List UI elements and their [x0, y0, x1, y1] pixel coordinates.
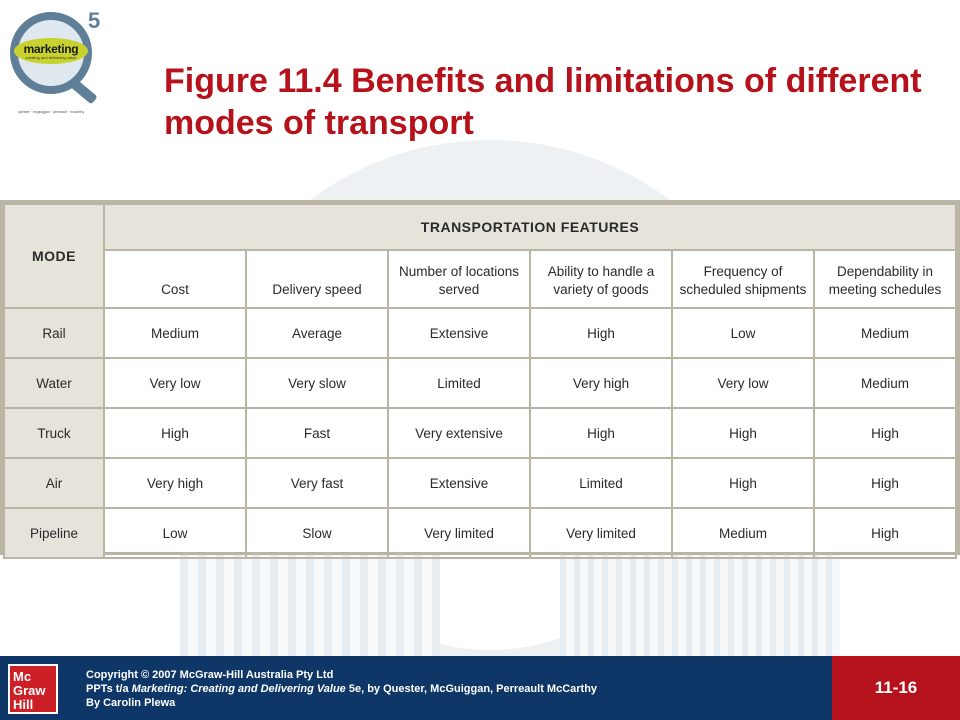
table-cell: Very slow: [245, 357, 389, 409]
table-cell: Extensive: [387, 307, 531, 359]
table-cell: Very fast: [245, 457, 389, 509]
ppt-credit-prefix: PPTs t/a: [86, 683, 132, 695]
row-header: Pipeline: [3, 507, 105, 559]
table-cell: High: [529, 407, 673, 459]
table-row: Water Very low Very slow Limited Very hi…: [3, 357, 957, 409]
book-logo: marketing creating and delivering value …: [6, 6, 110, 118]
table-cell: Very high: [103, 457, 247, 509]
table-cell: Very extensive: [387, 407, 531, 459]
logo-edition: 5: [88, 8, 101, 33]
table-cell: Very low: [671, 357, 815, 409]
page-number: 11-16: [832, 656, 960, 720]
column-header: Number of locations served: [387, 249, 531, 309]
mcgraw-hill-logo: Mc Graw Hill: [8, 664, 58, 714]
table-cell: Very limited: [529, 507, 673, 559]
row-header: Air: [3, 457, 105, 509]
transport-table-container: MODE TRANSPORTATION FEATURES Cost Delive…: [0, 200, 960, 559]
table-cell: Medium: [103, 307, 247, 359]
table-cell: High: [529, 307, 673, 359]
table-cell: Fast: [245, 407, 389, 459]
table-cell: Medium: [813, 307, 957, 359]
table-cell: Very limited: [387, 507, 531, 559]
table-cell: High: [671, 407, 815, 459]
table-cell: Slow: [245, 507, 389, 559]
table-cell: Medium: [671, 507, 815, 559]
copyright-notice: Copyright © 2007 McGraw-Hill Australia P…: [86, 668, 597, 710]
column-header: Cost: [103, 249, 247, 309]
ppt-credit-line: PPTs t/a Marketing: Creating and Deliver…: [86, 682, 597, 696]
column-header: Delivery speed: [245, 249, 389, 309]
table-row: Air Very high Very fast Extensive Limite…: [3, 457, 957, 509]
table-cell: Low: [103, 507, 247, 559]
slide-footer: Mc Graw Hill Copyright © 2007 McGraw-Hil…: [0, 656, 960, 720]
table-cell: Medium: [813, 357, 957, 409]
table-row: Truck High Fast Very extensive High High…: [3, 407, 957, 459]
logo-tagline: quester · mcguiggan · perreault · mccart…: [18, 110, 85, 114]
column-header: Ability to handle a variety of goods: [529, 249, 673, 309]
table-cell: Extensive: [387, 457, 531, 509]
table-cell: Low: [671, 307, 815, 359]
table-cell: Very high: [529, 357, 673, 409]
book-title: Marketing: Creating and Delivering Value: [131, 683, 346, 695]
table-cell: Limited: [529, 457, 673, 509]
table-cell: Very low: [103, 357, 247, 409]
ppt-credit-suffix: 5e, by Quester, McGuiggan, Perreault McC…: [345, 683, 598, 695]
features-header: TRANSPORTATION FEATURES: [103, 203, 957, 251]
table-cell: High: [671, 457, 815, 509]
table-cell: High: [813, 507, 957, 559]
row-header: Water: [3, 357, 105, 409]
logo-subtitle: creating and delivering value: [25, 54, 77, 60]
mode-header: MODE: [3, 203, 105, 309]
column-header: Frequency of scheduled shipments: [671, 249, 815, 309]
table-cell: High: [813, 457, 957, 509]
transport-modes-table: MODE TRANSPORTATION FEATURES Cost Delive…: [3, 203, 957, 559]
table-cell: Limited: [387, 357, 531, 409]
table-row: Rail Medium Average Extensive High Low M…: [3, 307, 957, 359]
logo-badge: marketing creating and delivering value: [14, 38, 88, 64]
copyright-line: Copyright © 2007 McGraw-Hill Australia P…: [86, 669, 334, 681]
table-cell: High: [103, 407, 247, 459]
table-cell: High: [813, 407, 957, 459]
column-header-row: Cost Delivery speed Number of locations …: [4, 249, 957, 309]
table-cell: Average: [245, 307, 389, 359]
table-row: Pipeline Low Slow Very limited Very limi…: [3, 507, 957, 559]
column-header: Dependability in meeting schedules: [813, 249, 957, 309]
slide-title: Figure 11.4 Benefits and limitations of …: [164, 62, 922, 142]
author-line: By Carolin Plewa: [86, 697, 176, 709]
logo-word: marketing: [23, 41, 79, 56]
row-header: Rail: [3, 307, 105, 359]
row-header: Truck: [3, 407, 105, 459]
